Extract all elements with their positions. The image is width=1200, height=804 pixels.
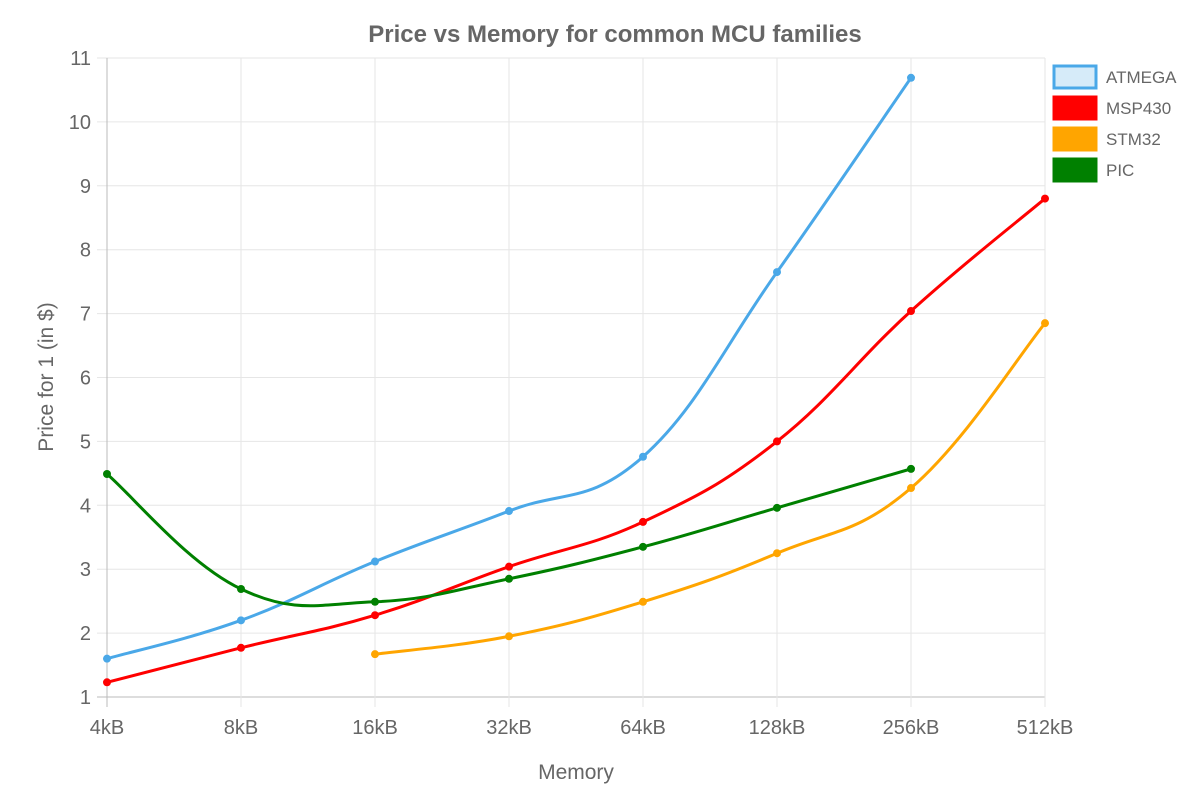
legend-label: STM32 [1106,130,1161,149]
legend-item-atmega[interactable]: ATMEGA [1052,64,1177,90]
x-axis-label: Memory [538,761,614,784]
legend-label: MSP430 [1106,99,1171,118]
data-point-stm32 [505,632,513,641]
y-tick-label: 6 [80,368,91,390]
series-line-stm32 [374,322,1047,656]
legend-swatch [1052,64,1098,90]
data-point-msp430 [371,611,379,620]
data-point-msp430 [505,562,513,571]
x-tick-label: 128kB [749,717,806,739]
data-point-pic [237,585,245,594]
data-point-atmega [237,616,245,625]
y-tick-label: 2 [80,623,91,645]
y-tick-label: 9 [80,176,91,198]
y-tick-label: 3 [80,559,91,581]
data-point-atmega [907,73,915,82]
data-point-pic [907,464,915,473]
data-point-stm32 [639,597,647,606]
x-tick-label: 16kB [352,717,398,739]
y-tick-label: 5 [80,431,91,453]
legend[interactable]: ATMEGA MSP430 STM32 PIC [1052,64,1177,183]
data-point-msp430 [639,517,647,526]
legend-swatch [1052,157,1098,183]
legend-item-stm32[interactable]: STM32 [1052,126,1161,152]
data-point-atmega [103,654,111,663]
series-line-msp430 [106,197,1046,684]
data-point-atmega [639,452,647,461]
data-point-msp430 [237,643,245,652]
x-tick-label: 8kB [224,717,258,739]
data-point-atmega [371,557,379,566]
y-tick-label: 1 [80,687,91,709]
data-point-msp430 [1041,194,1049,203]
y-tick-label: 11 [70,48,91,70]
x-axis: 4kB 8kB 16kB 32kB 64kB 128kB 256kB 512kB [90,717,1074,739]
data-point-msp430 [773,437,781,446]
y-tick-label: 7 [80,304,91,326]
data-point-pic [505,574,513,583]
data-point-stm32 [1041,319,1049,328]
chart-title: Price vs Memory for common MCU families [368,21,861,48]
data-point-msp430 [103,678,111,687]
data-point-pic [103,469,111,478]
data-point-stm32 [371,650,379,659]
y-tick-label: 10 [69,112,91,134]
data-point-stm32 [907,484,915,493]
x-tick-label: 64kB [620,717,666,739]
legend-label: PIC [1106,161,1134,180]
x-tick-label: 256kB [883,717,940,739]
legend-item-pic[interactable]: PIC [1052,157,1134,183]
data-point-stm32 [773,549,781,558]
data-point-pic [773,503,781,512]
data-point-atmega [773,268,781,277]
series-line-atmega [106,76,913,661]
data-point-pic [639,542,647,551]
legend-swatch [1052,95,1098,121]
y-tick-label: 4 [80,495,91,517]
y-tick-label: 8 [80,240,91,262]
legend-item-msp430[interactable]: MSP430 [1052,95,1171,121]
x-tick-label: 4kB [90,717,124,739]
series-lines [103,73,1049,687]
y-axis-label: Price for 1 (in $) [35,302,58,451]
grid [97,57,1046,707]
legend-label: ATMEGA [1106,68,1177,87]
x-tick-label: 32kB [486,717,532,739]
x-tick-label: 512kB [1017,717,1074,739]
data-point-atmega [505,507,513,516]
legend-swatch [1052,126,1098,152]
y-axis: 1 2 3 4 5 6 7 8 9 10 11 [69,48,91,709]
data-point-msp430 [907,307,915,316]
data-point-pic [371,597,379,606]
